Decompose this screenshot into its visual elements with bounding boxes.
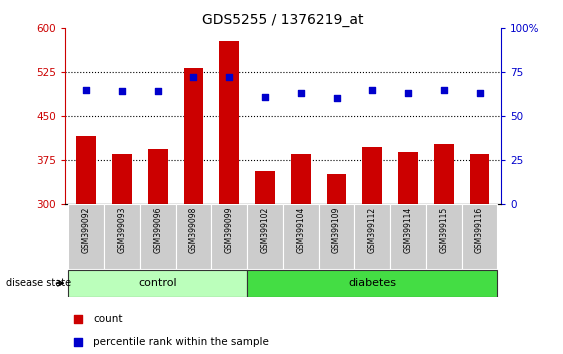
Text: GSM399096: GSM399096 [153, 207, 162, 253]
Bar [148, 149, 168, 204]
Text: GSM399116: GSM399116 [475, 207, 484, 253]
Text: control: control [138, 278, 177, 288]
Bar [255, 171, 275, 204]
Text: diabetes: diabetes [348, 278, 396, 288]
Point [153, 88, 162, 94]
Point [439, 87, 448, 92]
Bar [291, 154, 311, 204]
Point [73, 316, 82, 322]
Bar [363, 147, 382, 204]
Bar [355, 204, 390, 269]
Text: GSM399115: GSM399115 [439, 207, 448, 253]
Bar [327, 174, 346, 204]
Text: percentile rank within the sample: percentile rank within the sample [93, 337, 269, 347]
Text: GSM399102: GSM399102 [261, 207, 270, 253]
Text: GSM399093: GSM399093 [118, 207, 127, 253]
Text: GSM399098: GSM399098 [189, 207, 198, 253]
Bar [426, 204, 462, 269]
Text: GSM399114: GSM399114 [404, 207, 413, 253]
Bar [68, 270, 247, 297]
Point [475, 90, 484, 96]
Bar [398, 152, 418, 204]
Point [368, 87, 377, 92]
Bar [68, 204, 104, 269]
Point [404, 90, 413, 96]
Text: GSM399112: GSM399112 [368, 207, 377, 253]
Title: GDS5255 / 1376219_at: GDS5255 / 1376219_at [202, 13, 364, 27]
Bar [176, 204, 211, 269]
Point [189, 75, 198, 80]
Text: count: count [93, 314, 123, 324]
Bar [77, 136, 96, 204]
Bar [220, 41, 239, 204]
Point [225, 75, 234, 80]
Text: GSM399104: GSM399104 [296, 207, 305, 253]
Point [118, 88, 127, 94]
Bar [247, 204, 283, 269]
Text: GSM399092: GSM399092 [82, 207, 91, 253]
Bar [319, 204, 355, 269]
Text: disease state: disease state [6, 278, 71, 288]
Point [296, 90, 305, 96]
Bar [390, 204, 426, 269]
Text: GSM399109: GSM399109 [332, 207, 341, 253]
Bar [247, 270, 498, 297]
Bar [112, 154, 132, 204]
Bar [184, 68, 203, 204]
Text: GSM399099: GSM399099 [225, 207, 234, 253]
Bar [462, 204, 498, 269]
Bar [434, 144, 454, 204]
Bar [283, 204, 319, 269]
Point [261, 94, 270, 99]
Point [332, 96, 341, 101]
Bar [104, 204, 140, 269]
Point [73, 339, 82, 344]
Bar [470, 154, 489, 204]
Bar [211, 204, 247, 269]
Bar [140, 204, 176, 269]
Point [82, 87, 91, 92]
